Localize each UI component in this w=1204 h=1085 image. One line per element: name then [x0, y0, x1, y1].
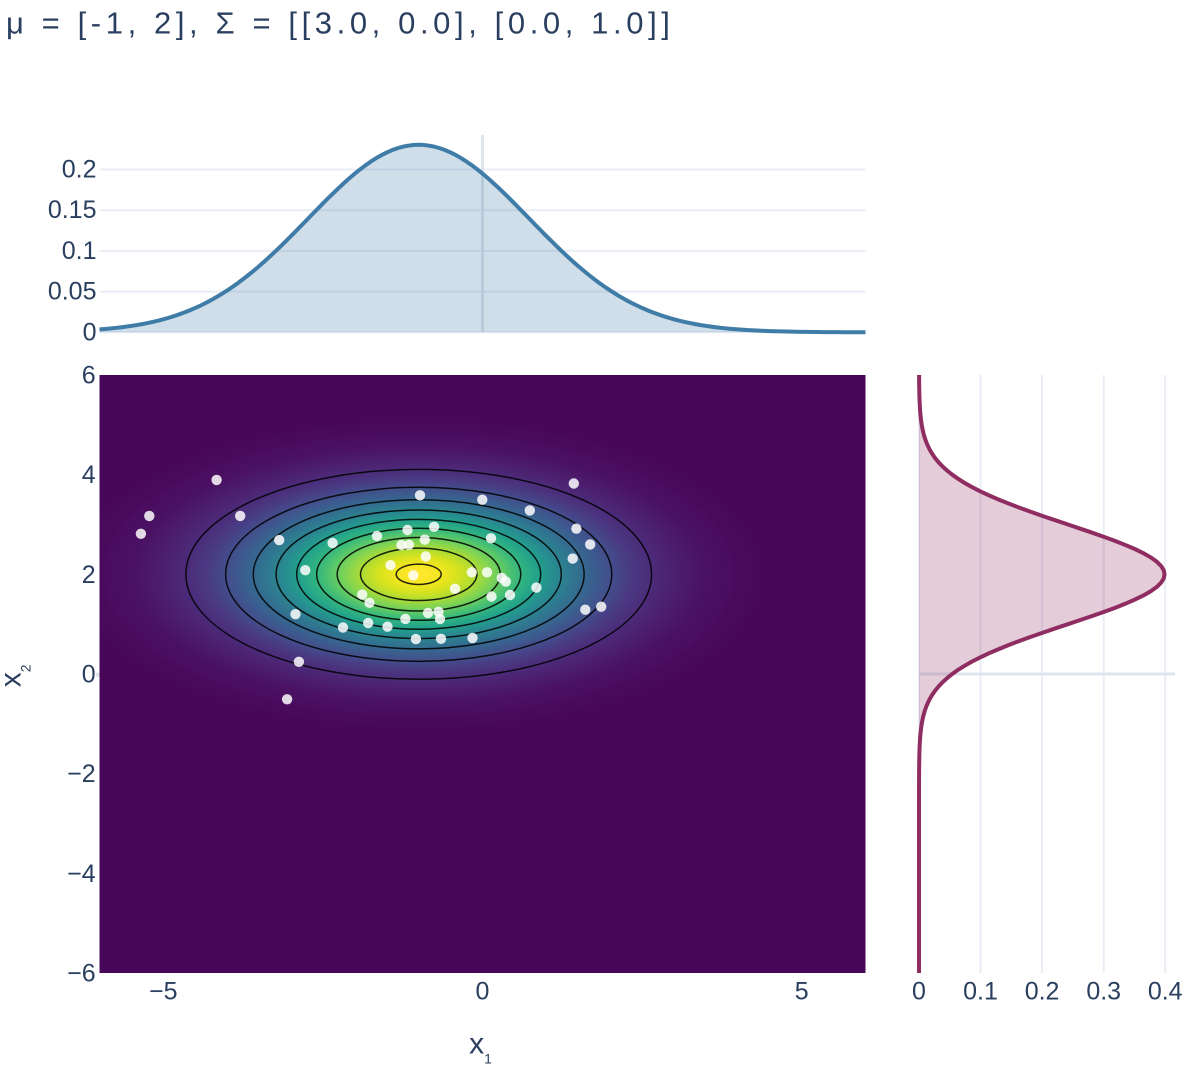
svg-text:0.4: 0.4 [1148, 978, 1183, 1006]
svg-text:2: 2 [82, 561, 96, 589]
svg-text:x1: x1 [469, 1028, 492, 1067]
svg-text:μ = [-1, 2], Σ = [[3.0, 0.0],: μ = [-1, 2], Σ = [[3.0, 0.0], [0.0, 1.0]… [6, 6, 675, 41]
svg-text:0.2: 0.2 [1025, 978, 1060, 1006]
svg-text:4: 4 [82, 461, 96, 489]
svg-text:0.2: 0.2 [62, 156, 97, 184]
svg-text:0.3: 0.3 [1086, 978, 1121, 1006]
svg-text:0.05: 0.05 [48, 278, 97, 306]
svg-text:0.1: 0.1 [963, 978, 998, 1006]
svg-text:0.1: 0.1 [62, 237, 97, 265]
svg-text:−6: −6 [67, 960, 96, 988]
svg-text:0: 0 [82, 661, 96, 689]
svg-text:0: 0 [83, 318, 97, 346]
svg-text:5: 5 [795, 978, 809, 1006]
svg-text:0: 0 [476, 978, 490, 1006]
svg-text:0: 0 [912, 978, 926, 1006]
svg-text:−5: −5 [149, 978, 178, 1006]
svg-text:−2: −2 [67, 760, 96, 788]
svg-text:−4: −4 [67, 860, 96, 888]
svg-text:0.15: 0.15 [48, 196, 97, 224]
svg-text:x2: x2 [0, 664, 34, 687]
svg-text:6: 6 [82, 362, 96, 390]
